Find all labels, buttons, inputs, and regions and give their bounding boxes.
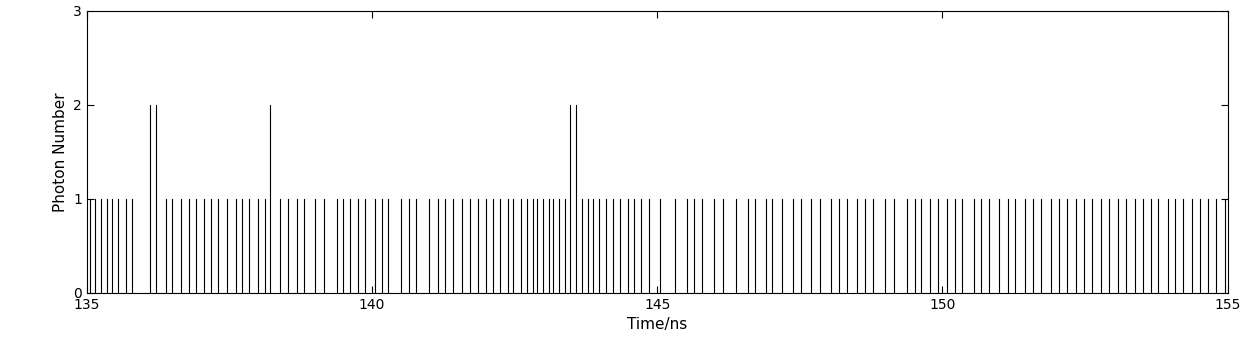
X-axis label: Time/ns: Time/ns [627, 317, 687, 332]
Y-axis label: Photon Number: Photon Number [52, 92, 67, 212]
